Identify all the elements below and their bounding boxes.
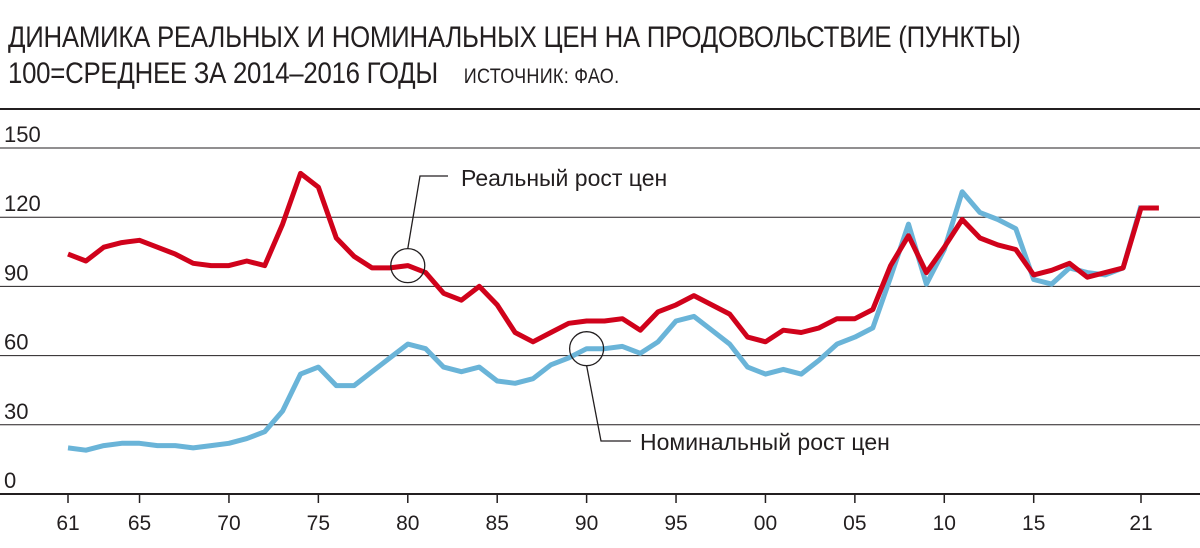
annotation-label: Реальный рост цен bbox=[461, 165, 667, 191]
chart-title-block: ДИНАМИКА РЕАЛЬНЫХ И НОМИНАЛЬНЫХ ЦЕН НА П… bbox=[8, 20, 1021, 95]
series-lines bbox=[67, 170, 1159, 453]
series-line-real bbox=[67, 170, 1159, 345]
chart-title: ДИНАМИКА РЕАЛЬНЫХ И НОМИНАЛЬНЫХ ЦЕН НА П… bbox=[8, 21, 1021, 54]
chart-subtitle: 100=СРЕДНЕЕ ЗА 2014–2016 ГОДЫ bbox=[8, 57, 438, 90]
x-tick-label: 15 bbox=[1022, 512, 1045, 535]
y-tick-label: 150 bbox=[4, 122, 41, 147]
annotation-circle bbox=[390, 247, 426, 284]
series-line-nominal bbox=[67, 189, 1144, 453]
annotations: Реальный рост цен Номинальный рост цен bbox=[390, 165, 890, 455]
chart-subtitle-line: 100=СРЕДНЕЕ ЗА 2014–2016 ГОДЫ ИСТОЧНИК: Ф… bbox=[8, 56, 1021, 95]
y-tick-label: 30 bbox=[4, 399, 28, 424]
x-tick-label: 21 bbox=[1129, 512, 1152, 535]
x-tick-label: 61 bbox=[56, 512, 79, 535]
y-tick-label: 120 bbox=[4, 191, 41, 216]
y-tick-label: 60 bbox=[4, 330, 28, 355]
x-tick-label: 10 bbox=[933, 512, 956, 535]
x-tick-label: 80 bbox=[396, 512, 419, 535]
y-tick-label: 0 bbox=[4, 468, 16, 493]
annotation-label: Номинальный рост цен bbox=[640, 429, 890, 455]
x-tick-label: 70 bbox=[217, 512, 240, 535]
grid-lines bbox=[0, 147, 1200, 495]
y-axis-labels: 0 30 60 90 120 150 bbox=[4, 122, 41, 493]
x-tick-label: 90 bbox=[575, 512, 598, 535]
x-tick-label: 65 bbox=[128, 512, 151, 535]
x-axis: 61 65 70 75 80 85 90 95 00 05 10 15 21 bbox=[56, 494, 1153, 535]
x-tick-label: 95 bbox=[664, 512, 687, 535]
source-note: ИСТОЧНИК: ФАО. bbox=[463, 65, 620, 88]
x-tick-label: 85 bbox=[486, 512, 509, 535]
y-tick-label: 90 bbox=[4, 260, 28, 285]
annotation-leader bbox=[585, 365, 631, 442]
top-rule bbox=[0, 108, 1200, 110]
x-tick-label: 05 bbox=[843, 512, 866, 535]
annotation-leader bbox=[407, 175, 448, 249]
x-tick-label: 00 bbox=[754, 512, 777, 535]
x-tick-label: 75 bbox=[307, 512, 330, 535]
